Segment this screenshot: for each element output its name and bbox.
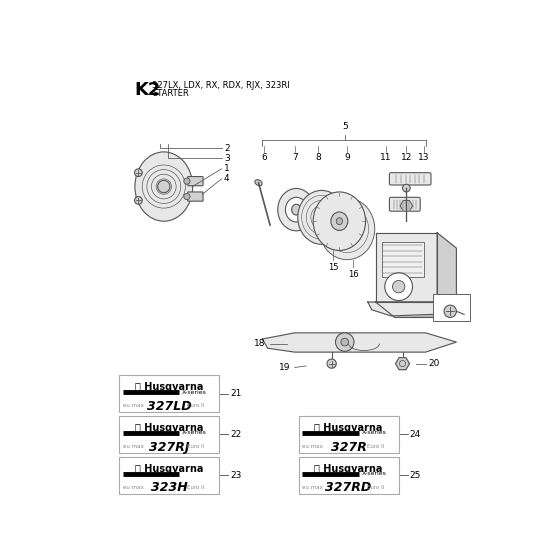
FancyBboxPatch shape xyxy=(188,192,203,201)
Ellipse shape xyxy=(331,212,348,230)
Text: 6: 6 xyxy=(261,153,267,162)
Ellipse shape xyxy=(255,180,262,186)
Text: 23: 23 xyxy=(230,471,241,480)
Text: eu max: eu max xyxy=(302,485,323,490)
Text: X-series: X-series xyxy=(182,390,207,395)
Text: 3: 3 xyxy=(224,153,230,162)
Text: STARTER: STARTER xyxy=(152,88,189,98)
Text: 327LD: 327LD xyxy=(147,400,192,413)
Bar xyxy=(298,457,399,494)
Text: K2: K2 xyxy=(134,81,161,99)
Circle shape xyxy=(134,169,142,176)
Text: 7: 7 xyxy=(292,153,297,162)
Bar xyxy=(119,457,220,494)
Text: 1: 1 xyxy=(224,164,230,174)
Ellipse shape xyxy=(286,197,307,222)
Polygon shape xyxy=(376,233,437,302)
Bar xyxy=(119,375,220,412)
Text: 4: 4 xyxy=(224,174,230,183)
Text: eu max: eu max xyxy=(123,403,144,408)
FancyBboxPatch shape xyxy=(188,176,203,186)
Text: X-series: X-series xyxy=(362,472,386,476)
Text: 327RD: 327RD xyxy=(325,482,372,494)
Text: Euro II: Euro II xyxy=(367,444,384,449)
Text: 17: 17 xyxy=(436,298,448,307)
Text: X-series: X-series xyxy=(182,431,207,436)
Circle shape xyxy=(158,180,170,193)
Circle shape xyxy=(335,333,354,351)
Ellipse shape xyxy=(292,204,301,215)
Text: 19: 19 xyxy=(279,363,291,372)
Text: Ⓤ Husqvarna: Ⓤ Husqvarna xyxy=(314,423,383,433)
Text: eu max: eu max xyxy=(123,485,144,490)
Polygon shape xyxy=(395,358,409,370)
Text: 2: 2 xyxy=(224,143,230,152)
Ellipse shape xyxy=(336,218,342,225)
Text: 22: 22 xyxy=(230,430,241,439)
Text: 11: 11 xyxy=(380,153,391,162)
Circle shape xyxy=(341,338,348,346)
Polygon shape xyxy=(400,200,413,211)
Text: 24: 24 xyxy=(409,430,421,439)
Text: eu max: eu max xyxy=(123,444,144,449)
FancyBboxPatch shape xyxy=(389,197,420,211)
Bar xyxy=(298,416,399,453)
Polygon shape xyxy=(368,302,452,316)
Circle shape xyxy=(403,184,410,192)
Polygon shape xyxy=(262,333,456,352)
FancyBboxPatch shape xyxy=(389,172,431,185)
Bar xyxy=(433,295,470,321)
Circle shape xyxy=(327,359,336,368)
Ellipse shape xyxy=(313,192,366,250)
Text: 13: 13 xyxy=(418,153,430,162)
Text: Ⓤ Husqvarna: Ⓤ Husqvarna xyxy=(314,464,383,474)
Text: Euro II: Euro II xyxy=(187,485,204,490)
Text: 25: 25 xyxy=(409,471,421,480)
Text: 327R: 327R xyxy=(330,441,367,454)
Text: Ⓤ Husqvarna: Ⓤ Husqvarna xyxy=(135,464,203,474)
Text: Ⓤ Husqvarna: Ⓤ Husqvarna xyxy=(135,423,203,433)
Text: 9: 9 xyxy=(344,153,350,162)
Circle shape xyxy=(134,197,142,204)
Circle shape xyxy=(393,281,405,293)
Polygon shape xyxy=(376,302,456,318)
Circle shape xyxy=(184,193,190,199)
Ellipse shape xyxy=(278,189,315,231)
Text: Euro II: Euro II xyxy=(367,485,384,490)
Text: 18: 18 xyxy=(254,339,265,348)
Text: 12: 12 xyxy=(400,153,412,162)
Ellipse shape xyxy=(298,190,346,244)
Text: Ⓤ Husqvarna: Ⓤ Husqvarna xyxy=(135,382,203,392)
Ellipse shape xyxy=(135,152,193,221)
Circle shape xyxy=(184,178,190,184)
Bar xyxy=(119,416,220,453)
Ellipse shape xyxy=(319,198,375,260)
Text: 8: 8 xyxy=(315,153,321,162)
Text: X-series: X-series xyxy=(362,431,386,436)
Text: 16: 16 xyxy=(348,270,358,279)
Text: Euro II: Euro II xyxy=(187,403,204,408)
Text: 5: 5 xyxy=(342,122,348,131)
Text: 323H: 323H xyxy=(151,482,188,494)
Circle shape xyxy=(385,273,413,301)
Text: 15: 15 xyxy=(328,263,338,272)
Polygon shape xyxy=(437,233,456,318)
Text: 21: 21 xyxy=(230,389,241,398)
Text: 20: 20 xyxy=(428,359,439,368)
Text: 327RJ: 327RJ xyxy=(149,441,189,454)
Bar xyxy=(382,242,424,277)
Text: 327LX, LDX, RX, RDX, RJX, 323RI: 327LX, LDX, RX, RDX, RJX, 323RI xyxy=(152,81,290,90)
Text: Euro II: Euro II xyxy=(187,444,204,449)
Text: eu max: eu max xyxy=(302,444,323,449)
Circle shape xyxy=(444,305,456,318)
